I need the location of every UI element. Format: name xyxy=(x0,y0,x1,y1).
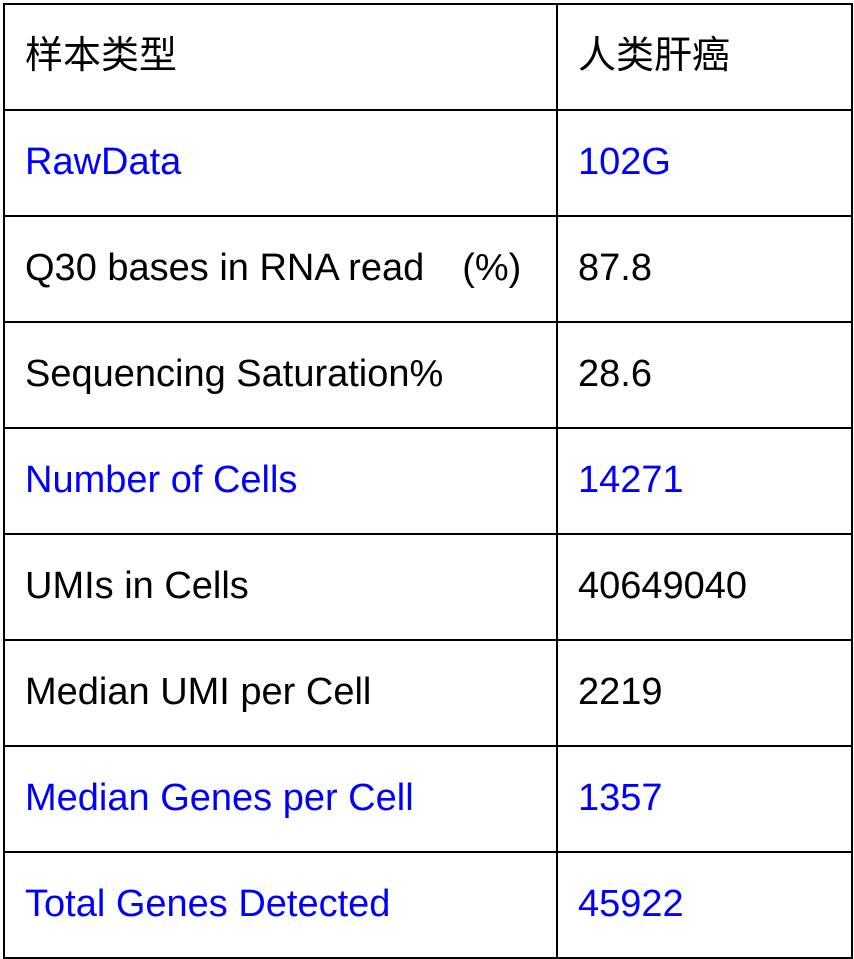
metric-value: 87.8 xyxy=(556,215,853,323)
table-row: Median UMI per Cell 2219 xyxy=(3,639,853,747)
metric-label: Q30 bases in RNA read (%) xyxy=(3,215,558,323)
metric-label: Total Genes Detected xyxy=(3,851,558,959)
metric-label: UMIs in Cells xyxy=(3,533,558,641)
table-row: Q30 bases in RNA read (%) 87.8 xyxy=(3,215,853,323)
header-sample-name: 人类肝癌 xyxy=(556,3,853,111)
metric-value: 1357 xyxy=(556,745,853,853)
table-header-row: 样本类型 人类肝癌 xyxy=(3,3,853,111)
metric-value: 2219 xyxy=(556,639,853,747)
qc-metrics-table: 样本类型 人类肝癌 RawData 102G Q30 bases in RNA … xyxy=(3,3,853,959)
table-row: Number of Cells 14271 xyxy=(3,427,853,535)
table-row: RawData 102G xyxy=(3,109,853,217)
table-row: UMIs in Cells 40649040 xyxy=(3,533,853,641)
metric-label: Number of Cells xyxy=(3,427,558,535)
table-row: Median Genes per Cell 1357 xyxy=(3,745,853,853)
metric-label: Median UMI per Cell xyxy=(3,639,558,747)
table-row: Total Genes Detected 45922 xyxy=(3,851,853,959)
metric-value: 102G xyxy=(556,109,853,217)
metric-value: 40649040 xyxy=(556,533,853,641)
metric-value: 14271 xyxy=(556,427,853,535)
metric-value: 28.6 xyxy=(556,321,853,429)
metric-label: RawData xyxy=(3,109,558,217)
metric-label: Sequencing Saturation% xyxy=(3,321,558,429)
metric-value: 45922 xyxy=(556,851,853,959)
table-row: Sequencing Saturation% 28.6 xyxy=(3,321,853,429)
header-sample-type: 样本类型 xyxy=(3,3,558,111)
metric-label: Median Genes per Cell xyxy=(3,745,558,853)
